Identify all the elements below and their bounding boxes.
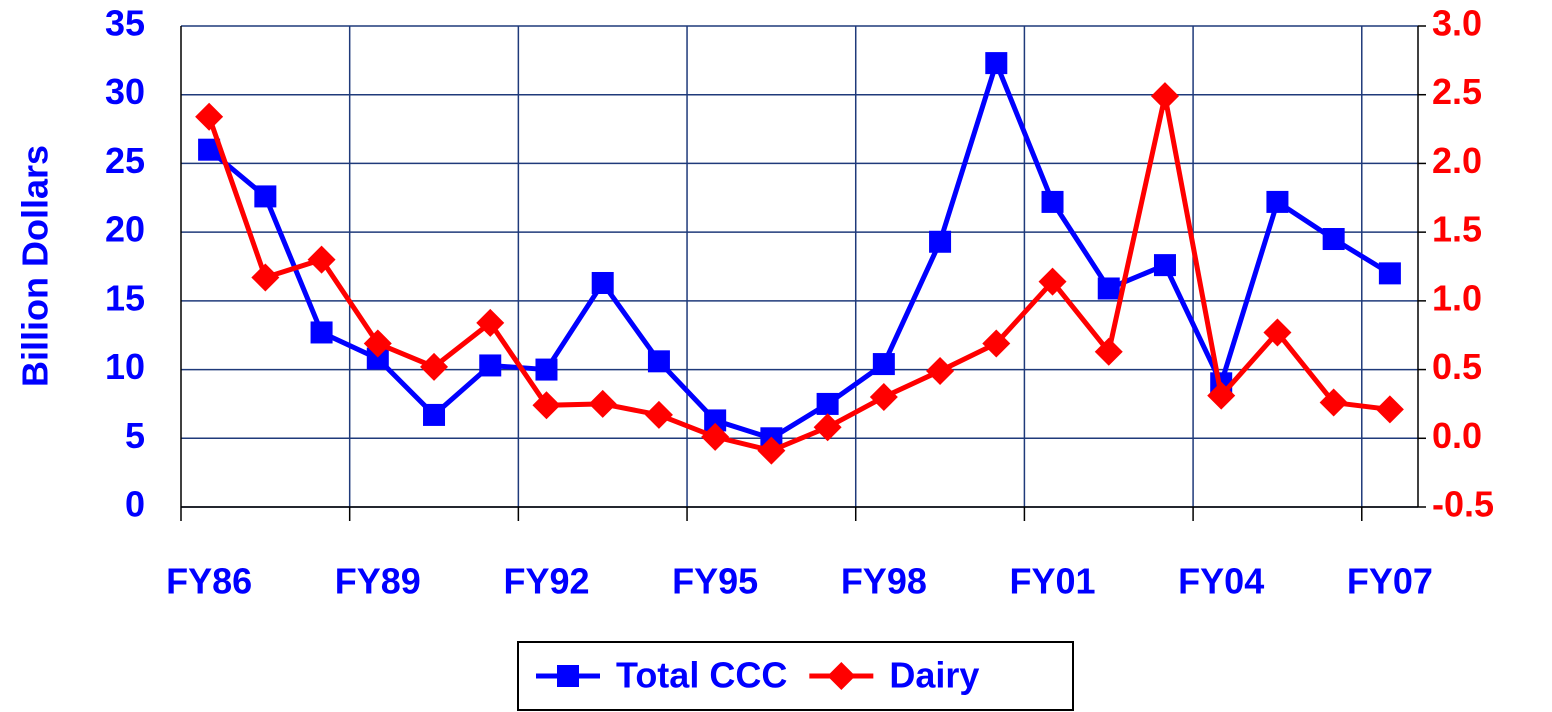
point xyxy=(310,321,333,344)
y2-tick-label: 1.0 xyxy=(1432,277,1482,318)
point xyxy=(872,353,895,376)
x-tick-label: FY07 xyxy=(1347,561,1433,602)
point xyxy=(644,400,673,429)
point xyxy=(985,52,1008,75)
point xyxy=(254,185,277,208)
point xyxy=(557,665,579,687)
x-tick-label: FY98 xyxy=(841,561,927,602)
x-tick-label: FY92 xyxy=(503,561,589,602)
legend-label: Dairy xyxy=(889,655,979,696)
point xyxy=(476,308,505,337)
point xyxy=(1038,267,1067,296)
point xyxy=(366,347,389,370)
point xyxy=(757,436,786,465)
point xyxy=(1150,82,1179,111)
point xyxy=(588,389,617,418)
point xyxy=(363,329,392,358)
point xyxy=(816,392,839,415)
y-tick-label: 0 xyxy=(125,484,145,525)
y2-tick-label: 2.0 xyxy=(1432,140,1482,181)
y-axis-label: Billion Dollars xyxy=(15,145,56,387)
point xyxy=(198,138,221,161)
y-tick-label: 30 xyxy=(105,71,145,112)
point xyxy=(1097,277,1120,300)
y2-tick-label: 0.5 xyxy=(1432,346,1482,387)
point xyxy=(479,354,502,377)
point xyxy=(1378,262,1401,285)
point xyxy=(926,356,955,385)
point xyxy=(1322,228,1345,251)
point xyxy=(1375,395,1404,424)
point xyxy=(535,358,558,381)
y-tick-label: 15 xyxy=(105,277,145,318)
y-tick-label: 20 xyxy=(105,209,145,250)
y-tick-label: 35 xyxy=(105,3,145,44)
y2-tick-label: 0.0 xyxy=(1432,415,1482,456)
y-tick-label: 10 xyxy=(105,346,145,387)
y-tick-label: 25 xyxy=(105,140,145,181)
point xyxy=(591,271,614,294)
point xyxy=(647,350,670,373)
point xyxy=(251,263,280,292)
x-tick-label: FY89 xyxy=(335,561,421,602)
x-tick-label: FY95 xyxy=(672,561,758,602)
y2-tick-label: 2.5 xyxy=(1432,71,1482,112)
point xyxy=(423,403,446,426)
y-tick-label: 5 xyxy=(125,415,145,456)
point xyxy=(701,422,730,451)
point xyxy=(704,409,727,432)
point xyxy=(929,230,952,253)
point xyxy=(1153,254,1176,277)
point xyxy=(1041,190,1064,213)
line xyxy=(207,55,1392,442)
point xyxy=(307,245,336,274)
y2-tick-label: -0.5 xyxy=(1432,484,1494,525)
point xyxy=(1094,337,1123,366)
point xyxy=(1319,388,1348,417)
point xyxy=(827,662,856,690)
line xyxy=(206,95,1391,454)
x-tick-label: FY01 xyxy=(1009,561,1095,602)
y2-tick-label: 3.0 xyxy=(1432,3,1482,44)
x-tick-label: FY86 xyxy=(166,561,252,602)
point xyxy=(1263,318,1292,347)
point xyxy=(869,383,898,412)
y2-tick-label: 1.5 xyxy=(1432,209,1482,250)
legend-box xyxy=(517,641,1074,711)
point xyxy=(532,391,561,420)
point xyxy=(195,102,224,131)
point xyxy=(813,413,842,442)
legend-label: Total CCC xyxy=(616,655,787,696)
point xyxy=(1266,190,1289,213)
point xyxy=(1207,381,1236,410)
point xyxy=(420,352,449,381)
x-tick-label: FY04 xyxy=(1178,561,1264,602)
point xyxy=(982,329,1011,358)
